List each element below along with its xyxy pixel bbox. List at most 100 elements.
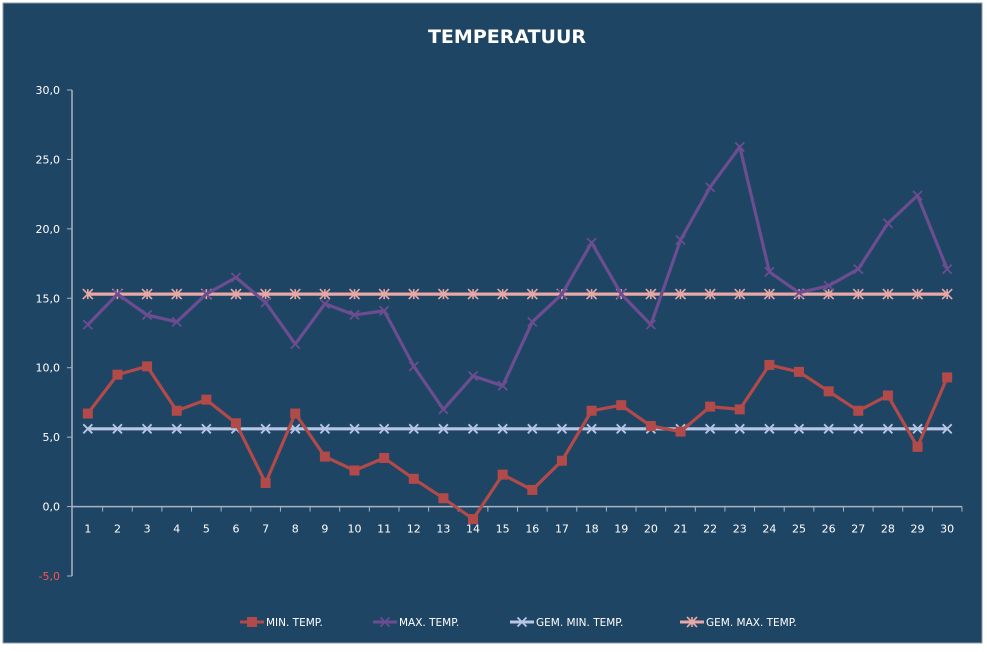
x-tick-label: 3 — [144, 523, 151, 536]
data-point-gem-min-temp — [527, 423, 538, 434]
x-tick-label: 6 — [232, 523, 239, 536]
data-point-gem-max-temp — [141, 288, 153, 300]
chart-title: TEMPERATUUR — [428, 26, 586, 48]
data-point-min-temp — [912, 441, 923, 452]
x-tick-label: 28 — [881, 523, 895, 536]
data-point-gem-min-temp — [379, 423, 390, 434]
x-tick-label: 16 — [525, 523, 539, 536]
y-tick-label: 0,0 — [43, 501, 61, 514]
x-tick-label: 13 — [436, 523, 450, 536]
legend: MIN. TEMP. MAX. TEMP. GEM. MIN. TEMP. GEM. … — [240, 616, 797, 629]
data-point-gem-min-temp — [467, 423, 479, 434]
data-point-gem-max-temp — [260, 288, 272, 300]
data-point-gem-min-temp — [823, 423, 834, 434]
data-point-gem-max-temp — [467, 288, 479, 300]
x-tick-label: 26 — [822, 523, 836, 536]
series-min-temp — [82, 359, 953, 525]
data-point-gem-min-temp — [319, 423, 331, 434]
data-point-gem-min-temp — [201, 423, 212, 434]
data-point-max-temp — [408, 361, 419, 372]
legend-swatch-marker — [379, 616, 391, 628]
legend-swatch-marker — [247, 617, 257, 627]
legend-label: MAX. TEMP. — [399, 617, 459, 629]
data-point-gem-min-temp — [290, 423, 301, 434]
data-point-gem-min-temp — [586, 423, 597, 434]
data-point-max-temp — [141, 309, 153, 321]
data-point-gem-max-temp — [82, 288, 94, 300]
series-max-temp — [82, 141, 953, 415]
x-tick-label: 1 — [84, 523, 91, 536]
legend-label: GEM. MAX. TEMP. — [706, 617, 797, 629]
x-tick-label: 20 — [644, 523, 658, 536]
data-point-max-temp — [793, 287, 805, 298]
data-point-max-temp — [734, 141, 745, 153]
data-point-gem-max-temp — [289, 288, 301, 300]
data-point-min-temp — [853, 405, 864, 416]
data-point-min-temp — [497, 469, 508, 480]
chart-axes: 30,025,020,015,010,05,00,0-5,01 2 3 4 5 6 7 8 9 1… — [36, 84, 963, 583]
data-point-min-temp — [734, 404, 745, 415]
data-point-min-temp — [290, 408, 301, 419]
y-tick-label: 15,0 — [36, 292, 61, 305]
data-point-min-temp — [201, 394, 212, 405]
x-tick-label: 23 — [733, 523, 747, 536]
data-point-gem-max-temp — [497, 288, 509, 300]
x-tick-label: 4 — [173, 523, 180, 536]
data-point-max-temp — [704, 182, 716, 193]
x-tick-label: 7 — [262, 523, 269, 536]
legend-swatch-marker — [516, 616, 528, 628]
data-point-min-temp — [882, 390, 893, 401]
data-point-max-temp — [230, 272, 242, 283]
data-point-max-temp — [527, 316, 538, 328]
x-tick-label: 18 — [585, 523, 599, 536]
data-point-max-temp — [349, 309, 360, 321]
x-tick-label: 24 — [762, 523, 776, 536]
data-point-max-temp — [645, 319, 656, 330]
data-point-min-temp — [408, 473, 419, 484]
legend-label: MIN. TEMP. — [266, 617, 323, 629]
data-point-max-temp — [586, 237, 597, 248]
y-tick-label: 25,0 — [36, 153, 61, 166]
data-point-gem-max-temp — [674, 288, 687, 300]
data-point-min-temp — [438, 493, 449, 504]
legend-item-max-temp: MAX. TEMP. — [373, 616, 459, 629]
legend-swatch-marker — [686, 616, 698, 628]
data-point-min-temp — [142, 361, 153, 372]
data-point-gem-min-temp — [112, 423, 123, 434]
series-layer — [82, 141, 953, 525]
data-point-max-temp — [319, 298, 331, 309]
data-point-min-temp — [468, 514, 479, 525]
x-tick-label: 10 — [348, 523, 362, 536]
data-point-gem-max-temp — [348, 288, 361, 300]
data-point-gem-max-temp — [230, 288, 242, 300]
x-tick-label: 11 — [377, 523, 391, 536]
x-tick-label: 29 — [911, 523, 925, 536]
data-point-gem-min-temp — [882, 423, 894, 434]
data-point-gem-max-temp — [408, 288, 420, 300]
data-point-max-temp — [201, 288, 212, 300]
data-point-min-temp — [705, 401, 716, 412]
data-point-gem-max-temp — [852, 288, 864, 300]
data-point-min-temp — [349, 465, 360, 476]
data-point-max-temp — [82, 319, 93, 330]
data-point-gem-max-temp — [171, 288, 183, 300]
x-tick-label: 12 — [407, 523, 421, 536]
data-point-gem-max-temp — [586, 288, 598, 300]
data-point-max-temp — [764, 266, 775, 278]
data-point-gem-min-temp — [853, 423, 864, 434]
data-point-min-temp — [675, 426, 686, 437]
data-point-gem-max-temp — [378, 288, 390, 300]
y-tick-label: 5,0 — [43, 431, 61, 444]
data-point-gem-min-temp — [438, 423, 449, 434]
x-tick-label: 9 — [321, 523, 328, 536]
legend-item-gem-max-temp: GEM. MAX. TEMP. — [680, 616, 797, 629]
data-point-min-temp — [616, 400, 627, 411]
data-point-gem-min-temp — [734, 423, 745, 434]
data-point-gem-max-temp — [319, 288, 331, 300]
data-point-gem-min-temp — [912, 423, 923, 434]
data-point-min-temp — [112, 369, 123, 380]
data-point-max-temp — [853, 263, 864, 275]
data-point-gem-min-temp — [793, 423, 805, 434]
data-point-gem-max-temp — [911, 288, 924, 300]
data-point-min-temp — [764, 359, 775, 370]
